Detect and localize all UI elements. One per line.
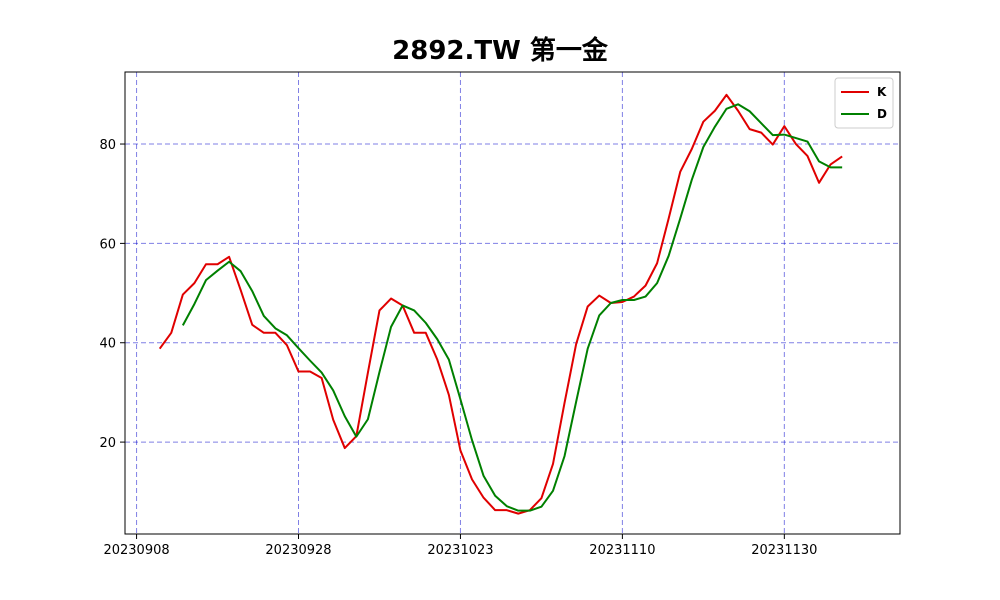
series-lines [158,93,843,515]
plot-frame [124,71,901,535]
legend-label-k: K [877,85,887,99]
series-line-d [181,103,843,512]
grid [125,72,900,534]
chart-title: 2892.TW 第一金 [392,36,608,66]
legend-box [834,77,894,129]
y-tick-label: 40 [99,337,116,352]
y-tick-label: 60 [99,237,116,252]
x-tick-label: 20231130 [751,543,817,558]
x-tick-label: 20230928 [265,543,331,558]
legend-label-d: D [877,107,887,121]
y-tick-label: 20 [99,436,116,451]
y-tick-label: 80 [99,138,116,153]
series-line-k [158,93,843,515]
legend: KD [834,77,894,129]
x-tick-label: 20230908 [103,543,169,558]
x-tick-label: 20231023 [427,543,493,558]
axes: 20230908 20230928 20231023 20231110 20231130… [99,138,817,558]
x-tick-label: 20231110 [589,543,655,558]
